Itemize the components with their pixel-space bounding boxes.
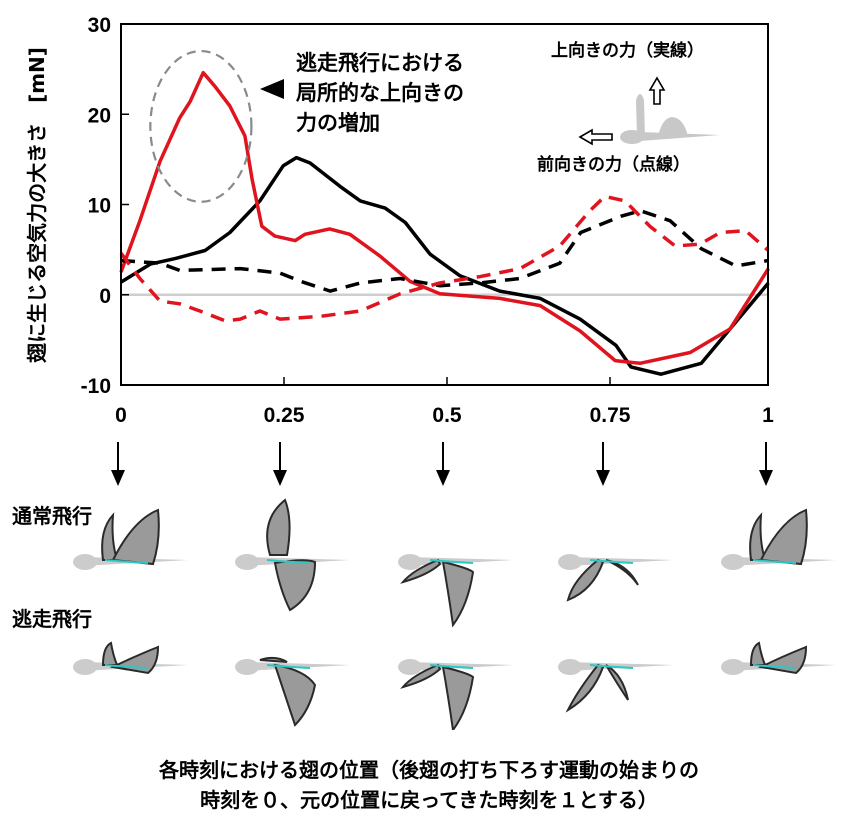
highlight-text-line-2: 局所的な上向きの bbox=[296, 81, 464, 105]
time-arrow-head-icon bbox=[436, 470, 450, 486]
wing-vein-icon bbox=[429, 664, 474, 669]
wing-icon bbox=[101, 512, 119, 561]
time-arrow-head-icon bbox=[596, 470, 610, 486]
frames-svg bbox=[73, 442, 836, 730]
wing-pose-frame bbox=[558, 659, 673, 713]
wing-vein-icon bbox=[266, 559, 311, 564]
series-line-2 bbox=[119, 70, 770, 366]
wing-icon bbox=[566, 558, 605, 602]
y-tick-label: 0 bbox=[99, 285, 111, 308]
wing-pose-frame bbox=[398, 659, 513, 730]
legend-up-force: 上向きの力（実線） bbox=[551, 40, 704, 61]
row-label-escape-flight: 逃走飛行 bbox=[12, 607, 92, 631]
wing-icon bbox=[565, 663, 605, 713]
wing-icon bbox=[266, 498, 291, 556]
wing-icon bbox=[749, 641, 767, 666]
x-tick-label: 0.75 bbox=[590, 404, 631, 427]
highlight-text-line-1: 逃走飛行における bbox=[296, 51, 464, 75]
plot-frame bbox=[120, 23, 769, 386]
time-arrow-head-icon bbox=[759, 470, 773, 486]
highlight-pointer-icon bbox=[260, 79, 284, 99]
wing-pose-frame bbox=[398, 554, 513, 628]
x-tick-label: 1 bbox=[762, 404, 774, 427]
y-tick-label: 30 bbox=[88, 14, 111, 37]
x-tick-label: 0.5 bbox=[432, 404, 462, 427]
wing-vein-icon bbox=[104, 664, 149, 669]
wing-icon bbox=[749, 512, 767, 561]
wing-icon bbox=[101, 641, 119, 666]
time-arrow-head-icon bbox=[273, 470, 287, 486]
wing-pose-frame bbox=[73, 508, 188, 570]
y-tick-label: 10 bbox=[88, 195, 111, 218]
wing-vein-icon bbox=[752, 559, 797, 564]
y-tick-label: -10 bbox=[81, 375, 111, 398]
x-tick-label: 0 bbox=[115, 404, 127, 427]
caption-line-1: 各時刻における翅の位置（後翅の打ち下ろす運動の始まりの bbox=[159, 758, 699, 782]
wing-pose-frame bbox=[558, 554, 673, 602]
caption-line-2: 時刻を０、元の位置に戻ってきた時刻を１とする） bbox=[200, 788, 658, 812]
y-tick-label: 20 bbox=[88, 104, 111, 127]
series-line-1 bbox=[120, 155, 770, 376]
wing-pose-frame bbox=[235, 498, 350, 612]
wing-vein-icon bbox=[752, 664, 797, 669]
up-arrow-icon bbox=[648, 76, 666, 105]
wing-icon bbox=[605, 559, 639, 586]
wing-pose-frame bbox=[721, 508, 836, 570]
wing-icon bbox=[400, 558, 442, 584]
wing-vein-icon bbox=[589, 664, 634, 669]
x-tick-label: 0.25 bbox=[264, 404, 305, 427]
wing-pose-frame bbox=[235, 656, 350, 727]
wing-pose-frame bbox=[721, 641, 836, 675]
wing-icon bbox=[441, 560, 475, 628]
wing-icon bbox=[109, 645, 160, 675]
wing-vein-icon bbox=[266, 664, 311, 669]
wing-icon bbox=[759, 508, 808, 566]
wing-vein-icon bbox=[104, 559, 149, 564]
wing-icon bbox=[605, 664, 629, 701]
left-arrow-icon bbox=[578, 128, 613, 146]
wing-pose-frame bbox=[73, 641, 188, 675]
wing-icon bbox=[400, 663, 442, 689]
series-line-3 bbox=[120, 209, 769, 293]
x-axis-caption: 各時刻における翅の位置（後翅の打ち下ろす運動の始まりの 時刻を０、元の位置に戻っ… bbox=[0, 755, 858, 815]
wing-icon bbox=[273, 663, 317, 727]
legend-forward-force: 前向きの力（点線） bbox=[537, 154, 690, 175]
wing-icon bbox=[757, 645, 808, 675]
wing-vein-icon bbox=[429, 559, 474, 564]
highlight-text-line-3: 力の増加 bbox=[296, 111, 380, 135]
wing-vein-icon bbox=[589, 559, 634, 564]
wing-icon bbox=[259, 656, 288, 663]
wing-icon bbox=[111, 508, 160, 566]
wing-icon bbox=[441, 665, 475, 730]
series-line-4 bbox=[119, 194, 770, 323]
time-arrow-head-icon bbox=[111, 470, 125, 486]
y-axis-label: 翅に生じる空気力の大きさ [mN] bbox=[25, 47, 49, 363]
highlight-ellipse bbox=[149, 49, 253, 203]
dragonfly-silhouette-icon bbox=[620, 94, 720, 144]
wing-icon bbox=[273, 559, 317, 612]
row-label-normal-flight: 通常飛行 bbox=[12, 504, 92, 528]
